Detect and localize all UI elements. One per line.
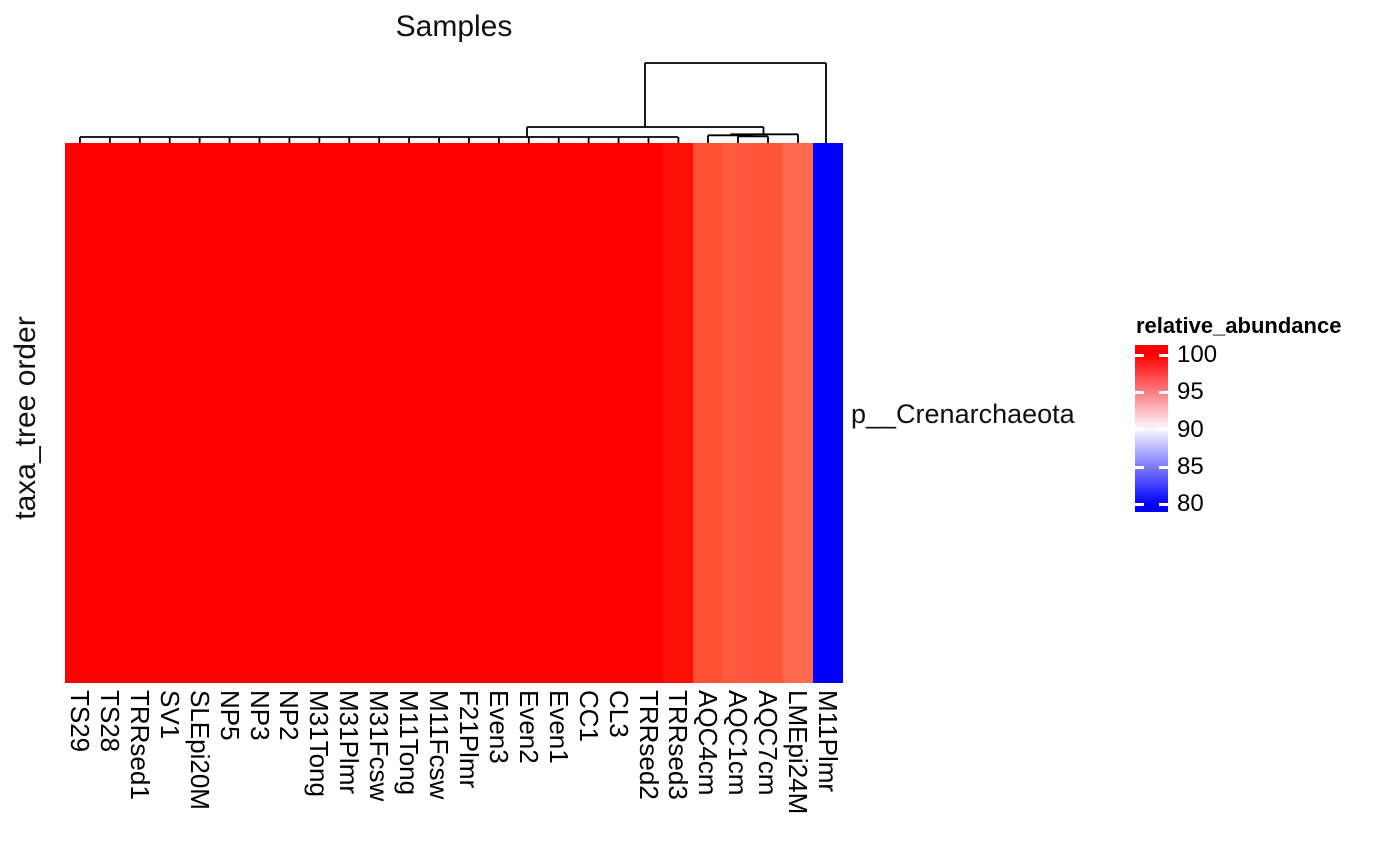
- legend-tick-mark: [1159, 502, 1168, 506]
- heatmap-cell: [453, 143, 484, 683]
- heatmap-cell: [483, 143, 514, 683]
- heatmap-cell: [813, 143, 843, 683]
- legend-tick-mark: [1159, 465, 1168, 469]
- column-label: M31Fcsw: [364, 690, 395, 802]
- column-label: NP5: [214, 690, 245, 741]
- heatmap-cell: [304, 143, 335, 683]
- heatmap-cell: [65, 143, 95, 683]
- heatmap-cell: [394, 143, 425, 683]
- column-label: TS28: [94, 690, 125, 753]
- heatmap-cell: [573, 143, 604, 683]
- heatmap-cell: [603, 143, 634, 683]
- heatmap-cell: [124, 143, 155, 683]
- column-label: M11Fcsw: [424, 690, 455, 800]
- heatmap-cell: [543, 143, 574, 683]
- column-label: M11Plmr: [813, 690, 844, 793]
- legend-tick-mark: [1159, 353, 1168, 357]
- column-label: LMEpi24M: [783, 690, 814, 815]
- column-label: NP3: [244, 690, 275, 741]
- legend-tick-mark: [1135, 428, 1144, 432]
- heatmap-cell: [334, 143, 365, 683]
- heatmap-cell: [513, 143, 544, 683]
- column-label: CL3: [603, 690, 634, 738]
- heatmap-body: [65, 143, 843, 683]
- column-label: Even1: [543, 690, 574, 764]
- heatmap-cell: [723, 143, 754, 683]
- legend-tick-mark: [1135, 502, 1144, 506]
- column-label: M11Tong: [394, 690, 425, 796]
- column-label: TRRsed1: [124, 690, 155, 800]
- column-label: TS29: [64, 690, 95, 753]
- legend-tick-label: 95: [1177, 378, 1204, 406]
- column-label: Even2: [513, 690, 544, 764]
- heatmap-cell: [753, 143, 784, 683]
- column-label: SLEpi20M: [184, 690, 215, 810]
- heatmap-cell: [244, 143, 275, 683]
- plot-title: Samples: [395, 10, 513, 43]
- column-label: AQC7cm: [753, 690, 784, 796]
- legend-tick-label: 90: [1177, 415, 1204, 443]
- heatmap-cell: [184, 143, 215, 683]
- column-label: CC1: [573, 690, 604, 743]
- legend-tick-label: 85: [1177, 453, 1204, 481]
- heatmap-cell: [633, 143, 664, 683]
- column-label: AQC1cm: [723, 690, 754, 796]
- heatmap-cell: [693, 143, 724, 683]
- heatmap-cell: [364, 143, 395, 683]
- heatmap-cell: [214, 143, 245, 683]
- legend-tick-label: 100: [1177, 341, 1218, 369]
- column-label: M31Tong: [304, 690, 335, 797]
- column-label: Even3: [483, 690, 514, 764]
- row-label: p__Crenarchaeota: [851, 399, 1075, 429]
- column-label: F21Plmr: [453, 690, 484, 789]
- heatmap-cell: [783, 143, 814, 683]
- legend-tick-mark: [1135, 465, 1144, 469]
- column-label: NP2: [274, 690, 305, 741]
- legend-tick-mark: [1159, 428, 1168, 432]
- legend-tick-mark: [1135, 390, 1144, 394]
- legend-title: relative_abundance: [1136, 313, 1342, 338]
- heatmap-cell: [663, 143, 694, 683]
- legend-tick-label: 80: [1177, 490, 1204, 518]
- legend-tick-mark: [1135, 353, 1144, 357]
- column-label: SV1: [154, 690, 185, 740]
- column-label: AQC4cm: [693, 690, 724, 796]
- heatmap-cell: [94, 143, 125, 683]
- column-label: TRRsed3: [663, 690, 694, 800]
- heatmap-cell: [424, 143, 454, 683]
- legend-tick-mark: [1159, 390, 1168, 394]
- column-label: M31Plmr: [334, 690, 365, 795]
- heatmap-cell: [154, 143, 185, 683]
- column-label: TRRsed2: [633, 690, 664, 800]
- heatmap-cell: [274, 143, 305, 683]
